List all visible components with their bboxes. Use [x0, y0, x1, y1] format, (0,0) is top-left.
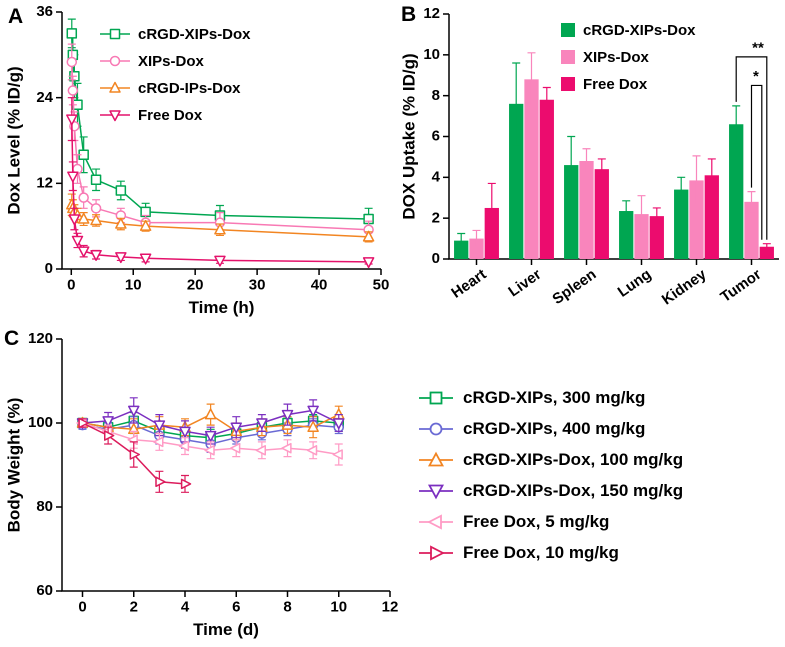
dox-uptake-bar-chart: [395, 0, 785, 325]
legend-label: cRGD-XIPs, 300 mg/kg: [463, 388, 646, 407]
panel-c-legend: cRGD-XIPs, 300 mg/kg cRGD-XIPs, 400 mg/kg…: [418, 388, 683, 563]
panel-b-label: B: [401, 3, 417, 26]
triangle-down-marker-icon: [419, 484, 453, 500]
legend-label: cRGD-XIPs-Dox, 150 mg/kg: [463, 481, 684, 500]
square-marker-icon: [419, 391, 453, 405]
legend-item: cRGD-XIPs, 400 mg/kg: [418, 419, 683, 439]
triangle-up-marker-icon: [419, 451, 453, 467]
dox-level-line-chart: [0, 0, 395, 325]
circle-marker-icon: [419, 422, 453, 436]
legend-item: Free Dox, 5 mg/kg: [418, 512, 683, 532]
legend-item: Free Dox, 10 mg/kg: [418, 543, 683, 563]
legend-label: cRGD-XIPs, 400 mg/kg: [463, 419, 646, 438]
legend-label: Free Dox, 10 mg/kg: [463, 543, 619, 562]
triangle-left-marker-icon: [419, 514, 453, 530]
legend-item: cRGD-XIPs-Dox, 150 mg/kg: [418, 481, 683, 501]
legend-label: Free Dox, 5 mg/kg: [463, 512, 610, 531]
legend-item: cRGD-XIPs, 300 mg/kg: [418, 388, 683, 408]
legend-label: cRGD-XIPs-Dox, 100 mg/kg: [463, 450, 684, 469]
triangle-right-marker-icon: [419, 545, 453, 561]
legend-item: cRGD-XIPs-Dox, 100 mg/kg: [418, 450, 683, 470]
panel-c-label: C: [4, 327, 20, 350]
panel-a-label: A: [8, 5, 24, 28]
body-weight-line-chart: [0, 325, 400, 647]
